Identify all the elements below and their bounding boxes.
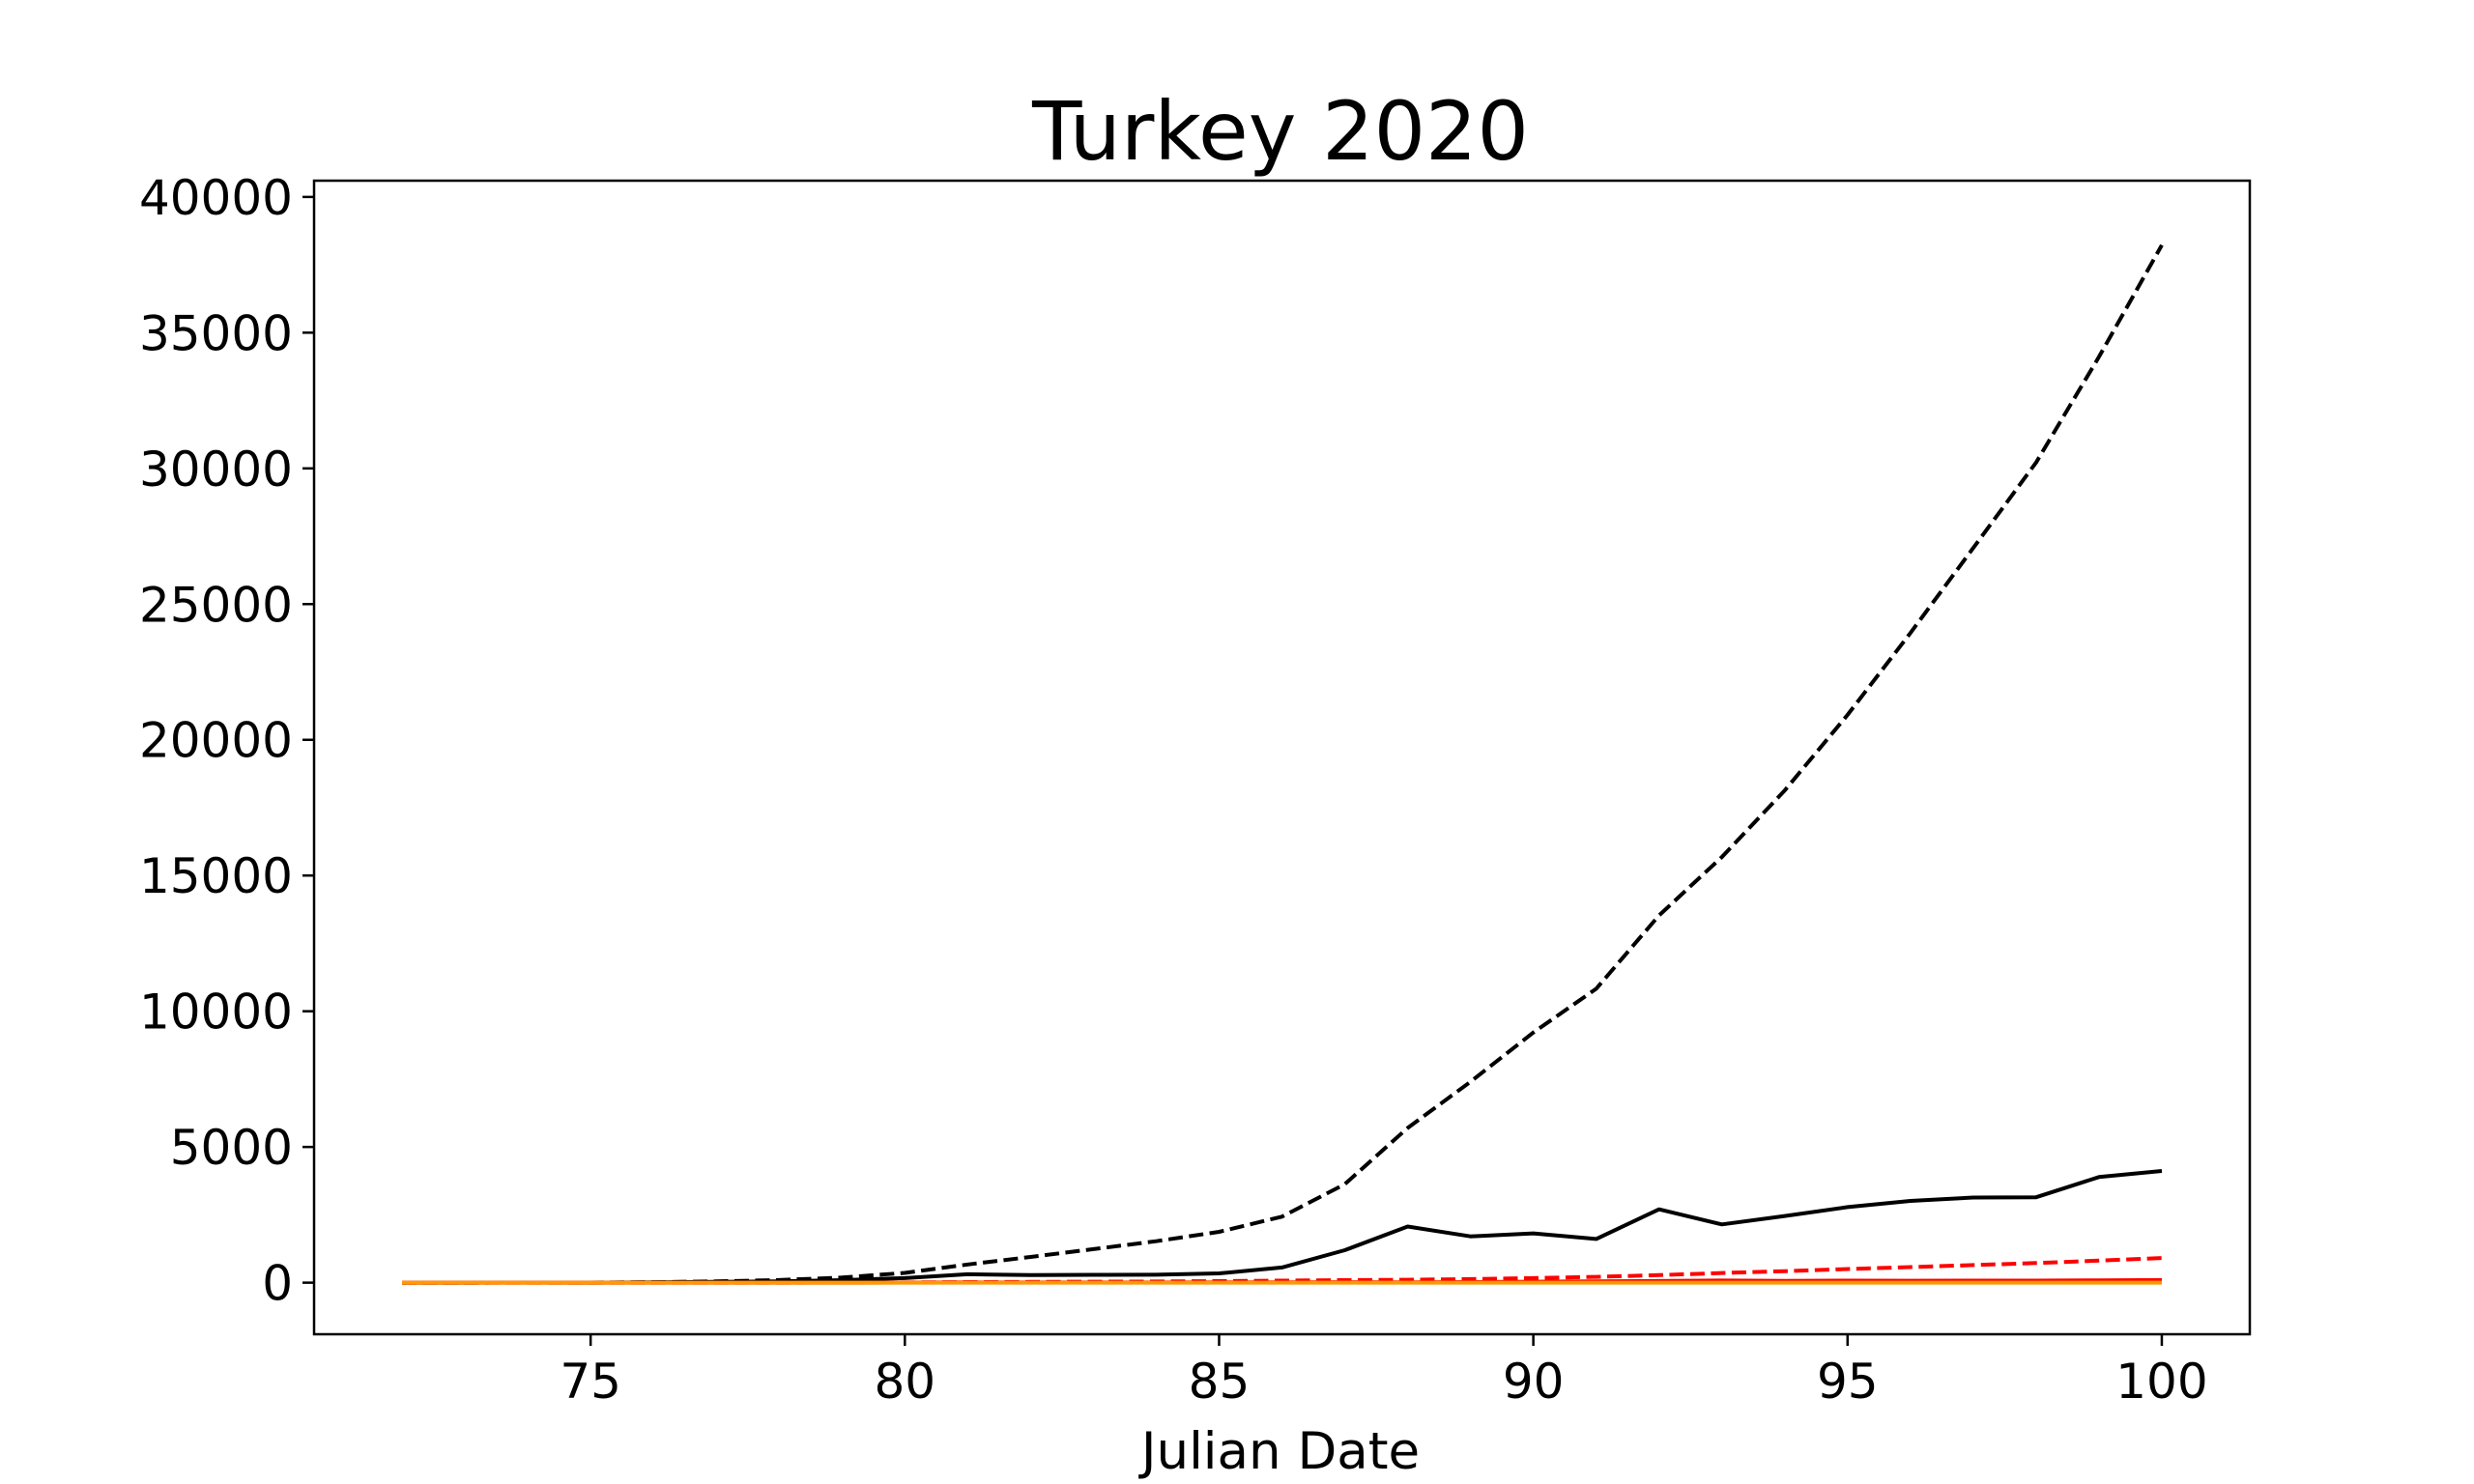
y-tick-label-30000: 30000	[139, 442, 293, 498]
x-axis: 75 80 85 90 95 100	[560, 1334, 2208, 1410]
y-tick-label-0: 0	[262, 1256, 293, 1312]
y-tick-label-25000: 25000	[139, 577, 293, 633]
y-tick-label-20000: 20000	[139, 713, 293, 769]
y-tick-label-10000: 10000	[139, 985, 293, 1041]
y-tick-label-35000: 35000	[139, 305, 293, 361]
y-tick-label-5000: 5000	[170, 1120, 293, 1176]
plot-frame	[312, 179, 2252, 1336]
x-tick-label-80: 80	[874, 1354, 935, 1410]
x-tick-label-90: 90	[1503, 1354, 1565, 1410]
series-line-1	[402, 243, 2164, 1285]
chart-title: Turkey 2020	[1031, 84, 1529, 179]
y-axis: 0 5000 10000 15000 20000 25000 30000 35000 40000	[139, 170, 314, 1312]
x-tick-label-85: 85	[1189, 1354, 1251, 1410]
x-tick-label-95: 95	[1817, 1354, 1879, 1410]
x-axis-label: Julian Date	[1138, 1422, 1420, 1481]
series-layer	[402, 243, 2164, 1285]
y-tick-label-40000: 40000	[139, 170, 293, 226]
y-tick-label-15000: 15000	[139, 848, 293, 904]
x-tick-label-100: 100	[2115, 1354, 2207, 1410]
x-tick-label-75: 75	[560, 1354, 621, 1410]
